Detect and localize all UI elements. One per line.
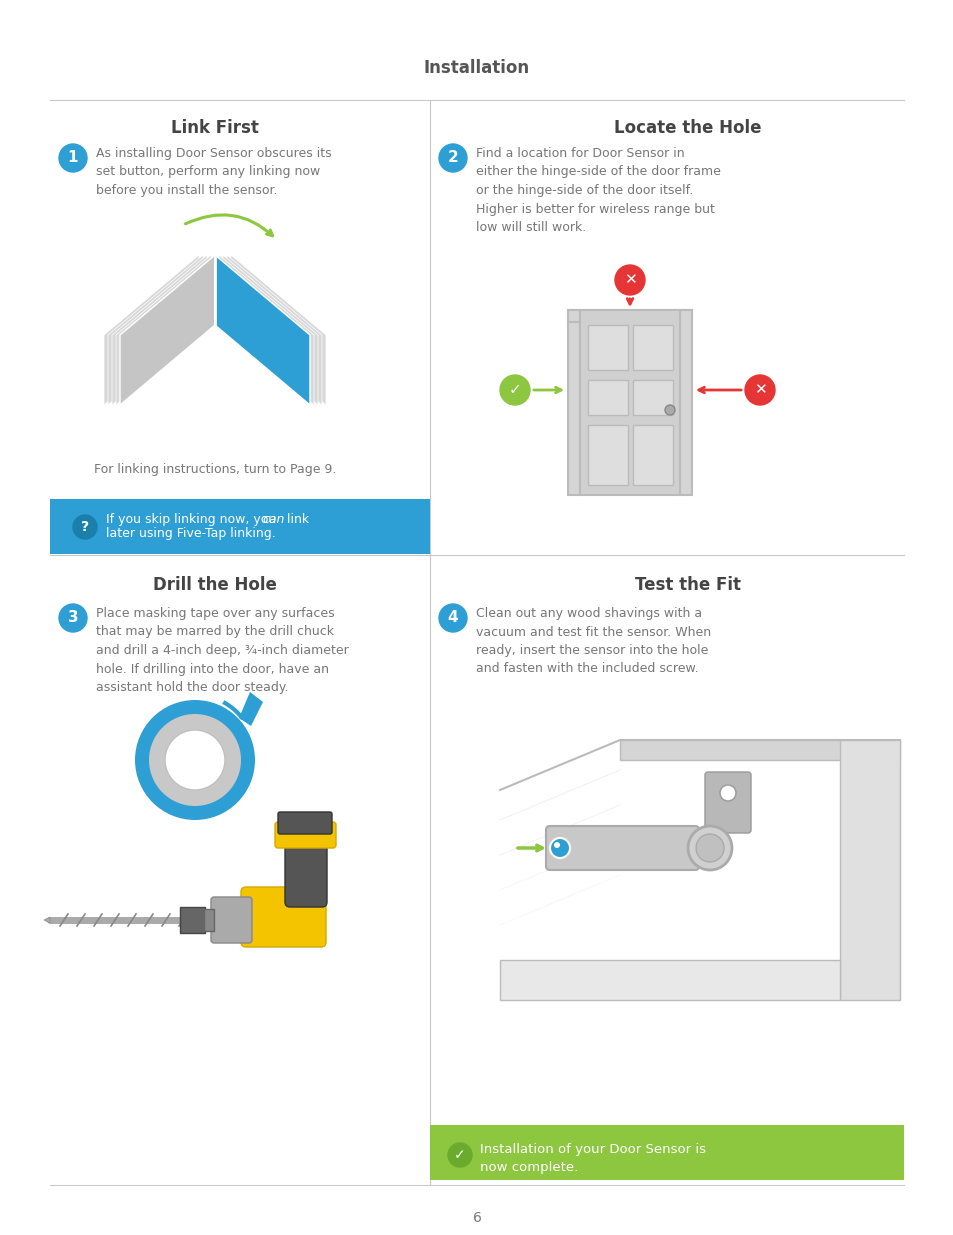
Polygon shape bbox=[499, 960, 840, 1000]
FancyBboxPatch shape bbox=[180, 906, 205, 932]
Text: For linking instructions, turn to Page 9.: For linking instructions, turn to Page 9… bbox=[93, 463, 335, 477]
Circle shape bbox=[448, 1144, 472, 1167]
Text: 2: 2 bbox=[447, 151, 457, 165]
FancyBboxPatch shape bbox=[241, 887, 326, 947]
Polygon shape bbox=[214, 254, 310, 405]
Circle shape bbox=[664, 405, 675, 415]
FancyBboxPatch shape bbox=[587, 380, 627, 415]
Circle shape bbox=[615, 266, 644, 295]
FancyBboxPatch shape bbox=[679, 310, 691, 495]
Circle shape bbox=[59, 604, 87, 632]
Text: Installation of your Door Sensor is
now complete.: Installation of your Door Sensor is now … bbox=[479, 1144, 705, 1174]
FancyBboxPatch shape bbox=[633, 425, 672, 485]
Text: Place masking tape over any surfaces
that may be marred by the drill chuck
and d: Place masking tape over any surfaces tha… bbox=[96, 606, 349, 694]
Text: As installing Door Sensor obscures its
set button, perform any linking now
befor: As installing Door Sensor obscures its s… bbox=[96, 147, 332, 198]
Text: ?: ? bbox=[81, 520, 89, 534]
Polygon shape bbox=[112, 254, 207, 405]
Polygon shape bbox=[227, 254, 322, 405]
Text: link: link bbox=[283, 513, 309, 526]
Polygon shape bbox=[108, 254, 203, 405]
Circle shape bbox=[554, 842, 559, 848]
FancyBboxPatch shape bbox=[704, 772, 750, 832]
Polygon shape bbox=[44, 918, 50, 923]
Text: ✕: ✕ bbox=[623, 273, 636, 288]
Text: Clean out any wood shavings with a
vacuum and test fit the sensor. When
ready, i: Clean out any wood shavings with a vacuu… bbox=[476, 606, 710, 676]
Circle shape bbox=[550, 839, 569, 858]
Circle shape bbox=[687, 826, 731, 869]
FancyBboxPatch shape bbox=[204, 909, 213, 931]
Text: Drill the Hole: Drill the Hole bbox=[152, 576, 276, 594]
Text: 1: 1 bbox=[68, 151, 78, 165]
Text: ✕: ✕ bbox=[753, 383, 765, 398]
FancyBboxPatch shape bbox=[633, 380, 672, 415]
Circle shape bbox=[696, 834, 723, 862]
FancyBboxPatch shape bbox=[567, 310, 579, 495]
FancyBboxPatch shape bbox=[211, 897, 252, 944]
Circle shape bbox=[165, 730, 225, 790]
Text: Find a location for Door Sensor in
either the hinge-side of the door frame
or th: Find a location for Door Sensor in eithe… bbox=[476, 147, 720, 233]
Text: Test the Fit: Test the Fit bbox=[635, 576, 740, 594]
Polygon shape bbox=[231, 254, 326, 405]
Polygon shape bbox=[116, 254, 211, 405]
Text: ✓: ✓ bbox=[508, 383, 521, 398]
Circle shape bbox=[149, 714, 241, 806]
FancyBboxPatch shape bbox=[587, 325, 627, 370]
Text: Installation: Installation bbox=[423, 59, 530, 77]
FancyBboxPatch shape bbox=[285, 827, 327, 906]
Polygon shape bbox=[840, 740, 899, 1000]
Text: Locate the Hole: Locate the Hole bbox=[614, 119, 760, 137]
Text: 4: 4 bbox=[447, 610, 457, 625]
Polygon shape bbox=[219, 254, 314, 405]
Circle shape bbox=[720, 785, 735, 802]
FancyBboxPatch shape bbox=[50, 499, 430, 555]
Circle shape bbox=[73, 515, 97, 538]
FancyBboxPatch shape bbox=[567, 310, 691, 322]
Circle shape bbox=[499, 375, 530, 405]
FancyBboxPatch shape bbox=[277, 811, 332, 834]
Circle shape bbox=[135, 700, 254, 820]
Polygon shape bbox=[104, 254, 199, 405]
Circle shape bbox=[438, 144, 467, 172]
FancyBboxPatch shape bbox=[633, 325, 672, 370]
Polygon shape bbox=[223, 254, 317, 405]
Text: can: can bbox=[262, 513, 284, 526]
FancyBboxPatch shape bbox=[545, 826, 699, 869]
Circle shape bbox=[59, 144, 87, 172]
Circle shape bbox=[744, 375, 774, 405]
Text: 3: 3 bbox=[68, 610, 78, 625]
Text: later using Five-Tap linking.: later using Five-Tap linking. bbox=[106, 527, 275, 540]
Polygon shape bbox=[579, 310, 679, 495]
FancyBboxPatch shape bbox=[587, 425, 627, 485]
Polygon shape bbox=[619, 740, 899, 760]
Text: ✓: ✓ bbox=[454, 1149, 465, 1162]
Polygon shape bbox=[239, 692, 263, 726]
Text: If you skip linking now, you: If you skip linking now, you bbox=[106, 513, 280, 526]
Text: Link First: Link First bbox=[171, 119, 258, 137]
Polygon shape bbox=[120, 254, 214, 405]
Text: 6: 6 bbox=[472, 1212, 481, 1225]
FancyBboxPatch shape bbox=[274, 823, 335, 848]
FancyBboxPatch shape bbox=[430, 1125, 903, 1179]
Circle shape bbox=[438, 604, 467, 632]
